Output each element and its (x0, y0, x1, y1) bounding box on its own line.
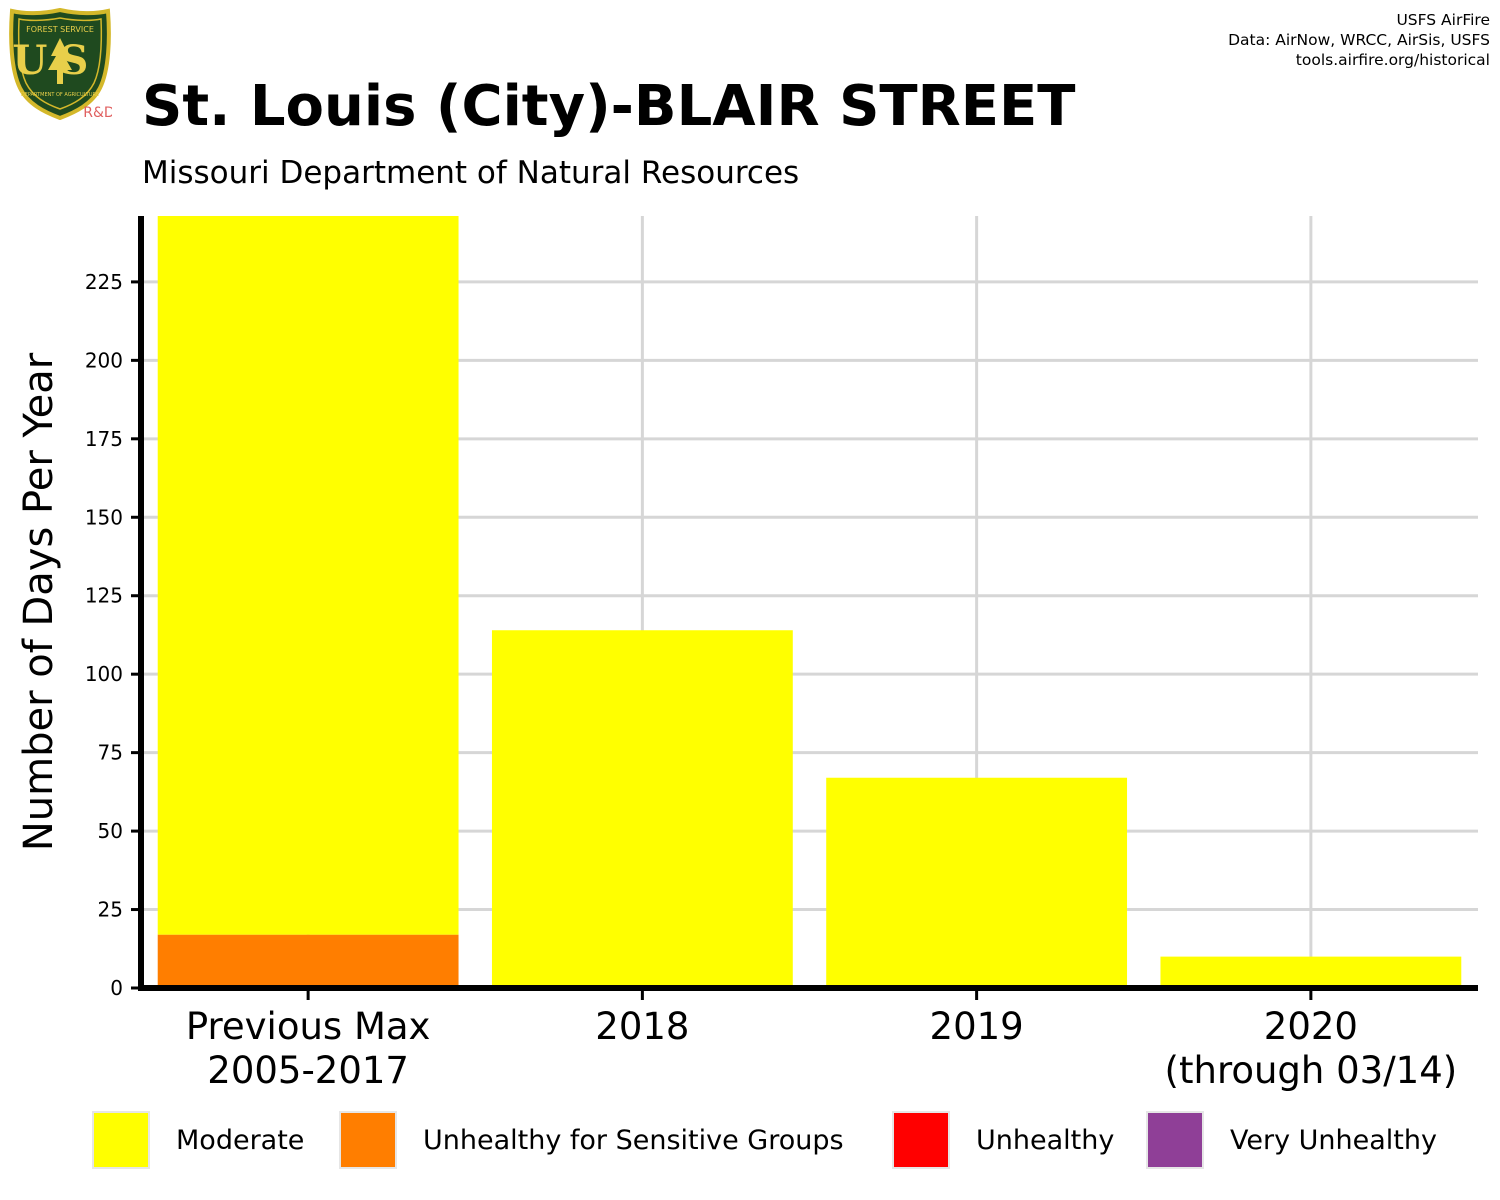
x-tick-label: 2005-2017 (207, 1049, 409, 1092)
x-tick-label: 2020 (1264, 1005, 1358, 1048)
y-tick-label: 50 (98, 819, 123, 843)
x-tick-label: 2018 (595, 1005, 689, 1048)
bar (1160, 956, 1462, 988)
credit-line: tools.airfire.org/historical (1295, 51, 1490, 69)
x-tick-label: (through 03/14) (1165, 1049, 1458, 1092)
credit-line: Data: AirNow, WRCC, AirSis, USFS (1228, 31, 1490, 49)
y-tick-label: 200 (85, 348, 123, 372)
legend: Moderate Unhealthy for Sensitive Groups Un… (0, 1108, 1500, 1172)
bar (826, 777, 1128, 988)
x-tick-label: 2019 (930, 1005, 1024, 1048)
bar (491, 630, 793, 988)
chart-area: 0 25 50 75 100 125 150 175 200 225 Previous Max200… (16, 216, 1478, 1092)
legend-swatch (92, 1111, 150, 1169)
logo-top-text: FOREST SERVICE (26, 25, 94, 34)
y-tick-label: 175 (85, 427, 123, 451)
chart-title: St. Louis (City)-BLAIR STREET (142, 74, 1076, 139)
logo-tag: R&D (83, 105, 112, 120)
legend-item: Moderate (92, 1108, 304, 1172)
y-tick-label: 225 (85, 270, 123, 294)
x-tick-label: Previous Max (186, 1005, 431, 1048)
credit-line: USFS AirFire (1396, 11, 1490, 29)
legend-item: Unhealthy for Sensitive Groups (339, 1108, 844, 1172)
bar (157, 216, 459, 935)
legend-swatch (1146, 1111, 1204, 1169)
y-tick-label: 150 (85, 505, 123, 529)
legend-label: Unhealthy for Sensitive Groups (423, 1124, 844, 1156)
bars (157, 216, 1462, 988)
bar (157, 934, 459, 988)
y-tick-label: 75 (98, 741, 123, 765)
y-tick-label: 25 (98, 898, 123, 922)
axes (131, 216, 1478, 1000)
legend-label: Unhealthy (976, 1124, 1115, 1156)
legend-label: Very Unhealthy (1230, 1124, 1437, 1156)
logo-bottom-text: DEPARTMENT OF AGRICULTURE (21, 92, 99, 98)
axis-labels: 0 25 50 75 100 125 150 175 200 225 Previous Max200… (16, 270, 1457, 1092)
legend-label: Moderate (176, 1124, 305, 1156)
y-tick-label: 125 (85, 584, 123, 608)
chart-subtitle: Missouri Department of Natural Resources (142, 155, 800, 191)
y-tick-label: 100 (85, 662, 123, 686)
legend-swatch (892, 1111, 950, 1169)
legend-swatch (339, 1111, 397, 1169)
legend-item: Very Unhealthy (1146, 1108, 1437, 1172)
legend-item: Unhealthy (892, 1108, 1114, 1172)
y-tick-label: 0 (110, 976, 123, 1000)
credits: USFS AirFire Data: AirNow, WRCC, AirSis,… (1228, 10, 1490, 70)
y-axis-label: Number of Days Per Year (16, 352, 62, 851)
